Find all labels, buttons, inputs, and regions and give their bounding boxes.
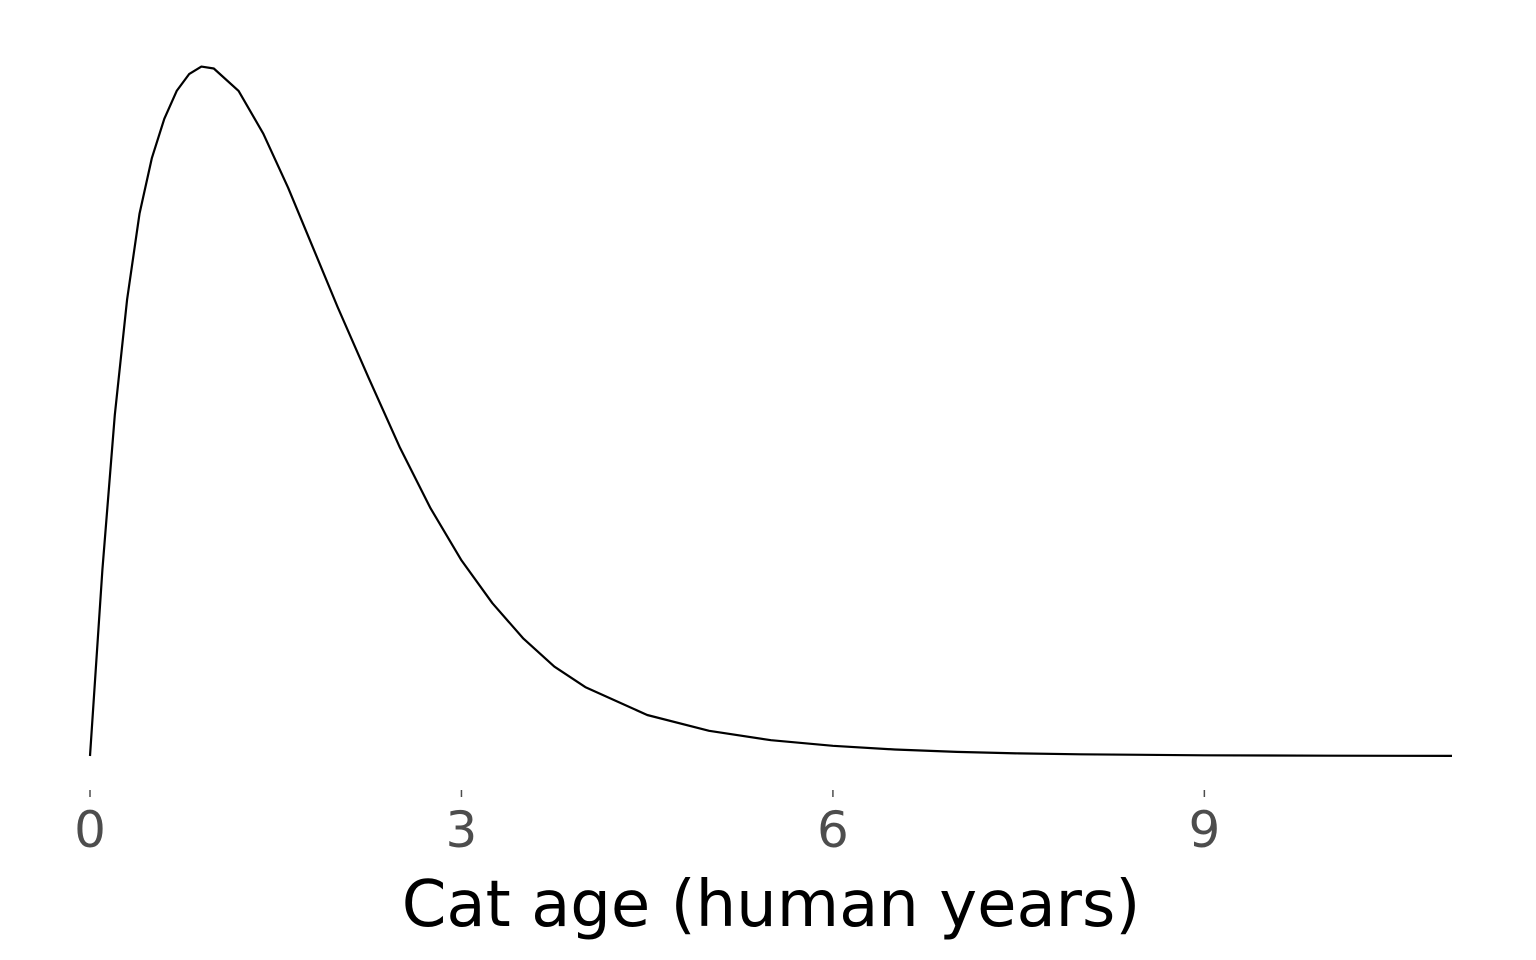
x-axis-title: Cat age (human years): [402, 868, 1141, 942]
x-axis-ticks: 0 3 6 9: [74, 790, 1220, 859]
plot-area: [88, 65, 1453, 757]
x-tick-label: 9: [1188, 801, 1220, 859]
x-tick-label: 6: [817, 801, 849, 859]
x-tick-label: 0: [74, 801, 106, 859]
x-tick-label: 3: [446, 801, 478, 859]
density-line: [88, 65, 1453, 757]
